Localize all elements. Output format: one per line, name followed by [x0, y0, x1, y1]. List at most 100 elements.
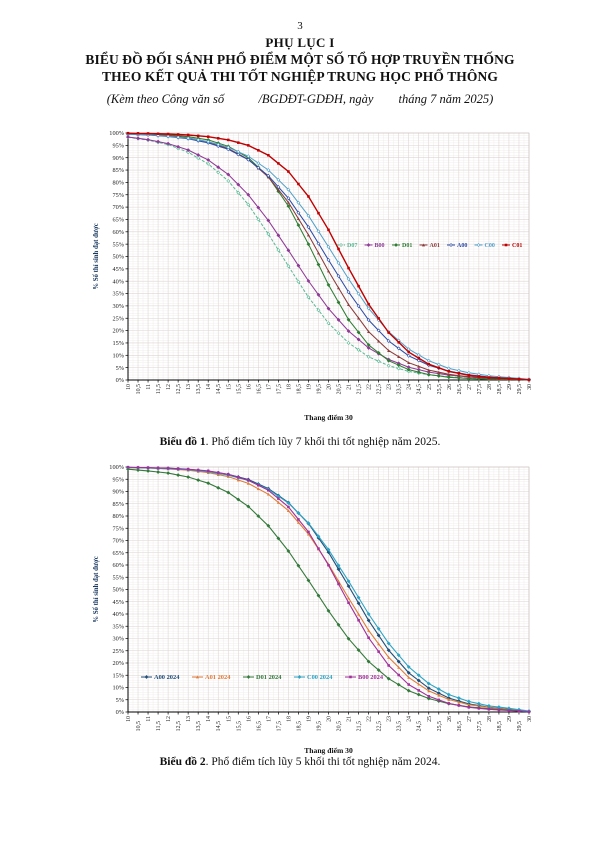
legend-item-C01: C01	[502, 243, 522, 249]
x-tick-labels: 10 10,5 11 11,5 12 12,5 13 13,5 14 14,5 15 15,5 16 16…	[126, 380, 533, 394]
x-tick-label: 20	[327, 716, 333, 722]
x-tick-label: 20,5	[337, 721, 343, 731]
legend-label: D07	[347, 243, 357, 249]
x-tick-label: 26	[447, 716, 453, 722]
x-tick-label: 17	[266, 716, 272, 722]
y-tick-label: 25%	[112, 648, 124, 655]
y-tick-label: 75%	[112, 525, 124, 532]
x-tick-label: 26,5	[457, 721, 463, 731]
x-tick-label: 25	[427, 716, 433, 722]
x-tick-label: 28	[487, 384, 493, 390]
y-tick-label: 10%	[112, 352, 124, 359]
x-tick-label: 16	[246, 384, 252, 390]
y-tick-label: 35%	[112, 291, 124, 298]
legend-label: A00 2024	[154, 674, 180, 681]
legend-label: C00	[485, 243, 495, 249]
x-tick-label: 11,5	[156, 384, 162, 394]
legend-item-D07: D07	[337, 243, 357, 249]
y-tick-label: 95%	[112, 476, 124, 483]
x-tick-label: 18,5	[296, 384, 302, 394]
appendix-title: PHỤ LỤC I	[265, 35, 335, 50]
x-tick-label: 28	[487, 716, 493, 722]
y-tick-label: 80%	[112, 180, 124, 187]
y-tick-label: 20%	[112, 660, 124, 667]
x-tick-label: 26,5	[457, 384, 463, 394]
x-tick-label: 10,5	[136, 721, 142, 731]
x-tick-label: 27	[467, 716, 473, 722]
y-tick-label: 40%	[112, 278, 124, 285]
x-axis-title: Thang điểm 30	[304, 746, 353, 755]
x-tick-label: 15,5	[236, 384, 242, 394]
x-tick-label: 17,5	[276, 384, 282, 394]
legend-item-A00-2024: A00 2024	[141, 674, 180, 681]
x-tick-label: 19	[306, 716, 312, 722]
x-tick-label: 24	[407, 716, 413, 722]
y-tick-labels: 0% 5% 10% 15% 20% 25% 30% 35% 40% 45% 50% 55% 60% 65%…	[109, 130, 128, 384]
x-tick-label: 22	[367, 384, 373, 390]
y-tick-label: 65%	[112, 217, 124, 224]
x-tick-label: 12,5	[176, 721, 182, 731]
y-tick-label: 100%	[109, 130, 124, 137]
y-tick-label: 10%	[112, 685, 124, 692]
legend-label: A00	[457, 243, 467, 249]
legend-item-C00: C00	[474, 243, 495, 249]
x-tick-label: 18	[286, 384, 292, 390]
x-tick-label: 19,5	[316, 384, 322, 394]
x-tick-label: 23	[387, 384, 393, 390]
y-tick-label: 60%	[112, 229, 124, 236]
y-tick-label: 70%	[112, 538, 124, 545]
x-tick-label: 13,5	[196, 721, 202, 731]
page-number: 3	[297, 20, 303, 32]
chart-2-caption: Biểu đồ 2. Phổ điểm tích lũy 5 khối thi …	[0, 756, 600, 768]
legend-label: B00 2024	[358, 674, 384, 681]
x-tick-label: 12	[166, 384, 172, 390]
y-tick-label: 60%	[112, 562, 124, 569]
legend: D07 B00 D01 A01 A00 C00 C01	[337, 243, 522, 249]
x-tick-label: 14	[206, 716, 212, 722]
grid	[127, 132, 530, 381]
y-tick-label: 80%	[112, 513, 124, 520]
legend-label: C00 2024	[307, 674, 333, 681]
legend-item-A00: A00	[447, 243, 467, 249]
y-tick-label: 40%	[112, 611, 124, 618]
x-tick-label: 14,5	[216, 721, 222, 731]
y-tick-label: 50%	[112, 254, 124, 261]
x-tick-label: 28,5	[497, 721, 503, 731]
x-tick-label: 16,5	[256, 384, 262, 394]
x-tick-label: 11,5	[156, 721, 162, 731]
y-tick-label: 30%	[112, 303, 124, 310]
x-tick-label: 21	[347, 716, 353, 722]
legend-label: C01	[512, 243, 522, 249]
legend-item-D01-2024: D01 2024	[243, 674, 282, 681]
x-tick-label: 27	[467, 384, 473, 390]
y-tick-label: 95%	[112, 142, 124, 149]
x-tick-labels: 10 10,5 11 11,5 12 12,5 13 13,5 14 14,5 15 15,5 16 16…	[126, 712, 533, 731]
legend-item-A01: A01	[419, 243, 440, 249]
y-tick-label: 85%	[112, 167, 124, 174]
x-tick-label: 15	[226, 384, 232, 390]
chart-2: 0% 5% 10% 15% 20% 25% 30% 35% 40% 45% 50% 55% 60% 65%…	[85, 455, 545, 762]
x-tick-label: 12,5	[176, 384, 182, 394]
x-tick-label: 21,5	[357, 384, 363, 394]
x-tick-label: 14,5	[216, 384, 222, 394]
series-markers	[126, 465, 531, 714]
y-tick-label: 70%	[112, 204, 124, 211]
y-axis-title: % Số thí sinh đạt được	[93, 223, 100, 290]
legend-item-C00-2024: C00 2024	[294, 674, 333, 681]
x-tick-label: 10	[126, 716, 132, 722]
x-tick-label: 10,5	[136, 384, 142, 394]
x-tick-label: 28,5	[497, 384, 503, 394]
y-tick-label: 20%	[112, 328, 124, 335]
x-tick-label: 22,5	[377, 384, 383, 394]
x-tick-label: 13	[186, 716, 192, 722]
legend-label: D01 2024	[256, 674, 282, 681]
x-tick-label: 25	[427, 384, 433, 390]
y-tick-label: 55%	[112, 241, 124, 248]
x-tick-label: 19,5	[316, 721, 322, 731]
x-tick-label: 27,5	[477, 721, 483, 731]
x-tick-label: 25,5	[437, 384, 443, 394]
y-tick-label: 35%	[112, 623, 124, 630]
x-tick-label: 29,5	[517, 721, 523, 731]
x-tick-label: 21	[347, 384, 353, 390]
